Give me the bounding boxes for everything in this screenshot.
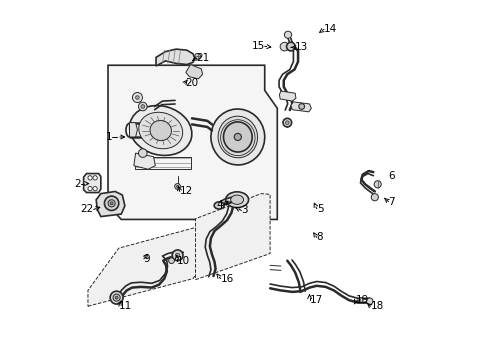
Polygon shape (186, 64, 203, 79)
Polygon shape (291, 102, 311, 112)
Circle shape (172, 250, 183, 261)
Circle shape (136, 96, 139, 99)
Text: 3: 3 (242, 206, 248, 216)
Circle shape (175, 253, 180, 257)
Circle shape (108, 200, 115, 207)
Circle shape (132, 93, 143, 103)
Ellipse shape (214, 202, 224, 209)
Ellipse shape (150, 121, 172, 141)
Text: 2: 2 (74, 179, 81, 189)
Text: 8: 8 (317, 232, 323, 242)
Circle shape (169, 258, 174, 264)
Text: 17: 17 (310, 295, 323, 305)
Circle shape (113, 294, 120, 301)
Polygon shape (108, 65, 277, 220)
Circle shape (88, 176, 92, 180)
Polygon shape (156, 49, 195, 66)
Circle shape (88, 186, 92, 191)
Circle shape (110, 202, 113, 205)
Circle shape (280, 42, 289, 51)
Polygon shape (88, 220, 223, 306)
Circle shape (195, 53, 200, 59)
Ellipse shape (225, 192, 248, 208)
Text: 10: 10 (177, 256, 190, 266)
Text: 22: 22 (80, 204, 94, 215)
Text: 20: 20 (185, 78, 198, 88)
Polygon shape (134, 153, 155, 169)
Ellipse shape (218, 116, 258, 158)
Text: 6: 6 (389, 171, 395, 181)
Polygon shape (196, 194, 270, 280)
Circle shape (299, 104, 304, 109)
Circle shape (141, 105, 145, 108)
Text: 9: 9 (144, 254, 150, 264)
Circle shape (104, 196, 119, 211)
Text: 12: 12 (180, 186, 193, 197)
Circle shape (234, 134, 242, 140)
Circle shape (175, 184, 180, 189)
Text: 13: 13 (295, 42, 309, 52)
Text: 1: 1 (106, 132, 112, 142)
Circle shape (286, 121, 289, 125)
Ellipse shape (231, 195, 244, 204)
Circle shape (374, 181, 381, 188)
Circle shape (93, 186, 97, 191)
Polygon shape (96, 192, 125, 217)
Polygon shape (84, 174, 101, 193)
Polygon shape (129, 123, 137, 137)
Text: 21: 21 (196, 53, 210, 63)
Circle shape (176, 185, 179, 188)
Ellipse shape (129, 105, 192, 156)
Circle shape (367, 298, 373, 305)
Circle shape (110, 291, 123, 304)
Circle shape (285, 31, 292, 39)
Circle shape (139, 149, 147, 157)
Text: 18: 18 (370, 301, 384, 311)
Ellipse shape (223, 122, 252, 152)
Text: 15: 15 (251, 41, 265, 51)
Text: 7: 7 (389, 197, 395, 207)
Text: 14: 14 (324, 24, 337, 35)
Circle shape (93, 176, 97, 180)
Text: 4: 4 (217, 200, 223, 210)
Ellipse shape (139, 112, 183, 149)
Circle shape (283, 118, 292, 127)
Circle shape (139, 102, 147, 111)
Text: 16: 16 (220, 274, 234, 284)
Circle shape (115, 296, 118, 299)
Ellipse shape (211, 109, 265, 165)
Text: 19: 19 (356, 295, 369, 305)
Circle shape (371, 194, 378, 201)
Text: 5: 5 (317, 204, 323, 214)
Text: 11: 11 (119, 301, 132, 311)
Polygon shape (279, 91, 296, 101)
Circle shape (358, 298, 363, 303)
Circle shape (287, 42, 295, 51)
